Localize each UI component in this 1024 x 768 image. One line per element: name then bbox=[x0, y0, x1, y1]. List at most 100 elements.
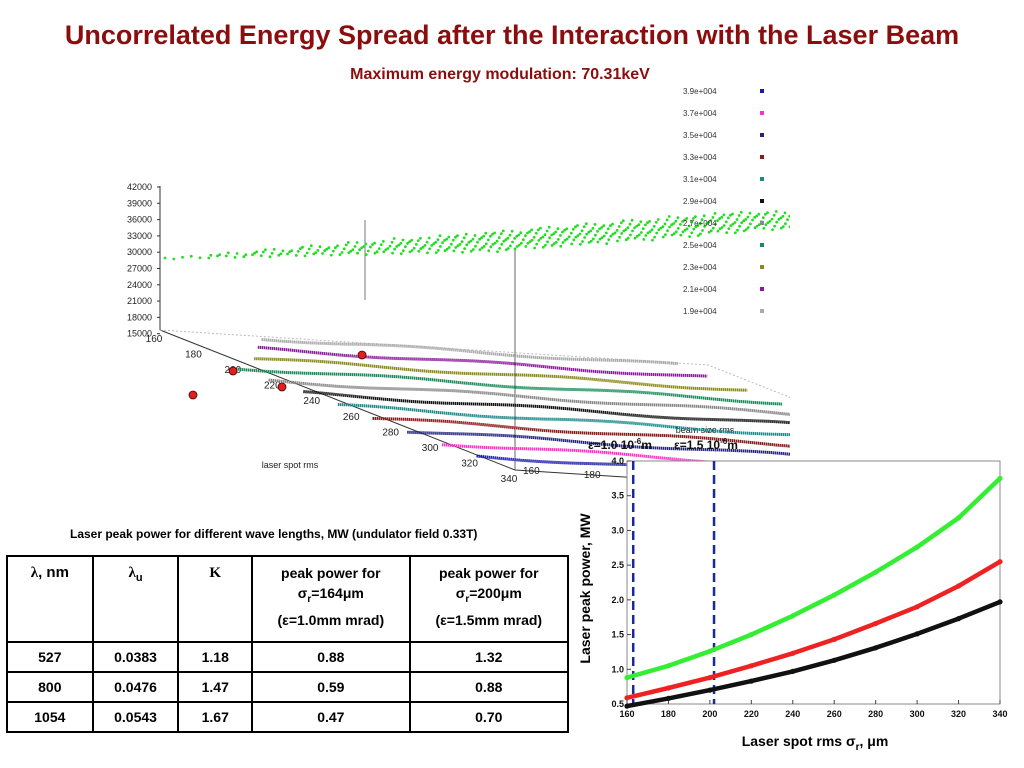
surface-point bbox=[755, 214, 759, 218]
surface-point bbox=[476, 240, 479, 244]
surface-point bbox=[486, 238, 490, 242]
series-point bbox=[665, 663, 671, 669]
surface-point bbox=[576, 234, 580, 238]
contour-line bbox=[233, 367, 783, 406]
marker-value: =1.5 10 bbox=[680, 438, 721, 452]
surface-point bbox=[576, 224, 579, 227]
page-title: Uncorrelated Energy Spread after the Int… bbox=[64, 20, 960, 50]
series-point bbox=[790, 650, 796, 656]
x-axis-title-text: Laser spot rms bbox=[742, 733, 846, 749]
surface-point bbox=[711, 226, 715, 230]
surface-point bbox=[570, 242, 574, 246]
table-header-row: λ, nm λu K peak power for σr=164μm (ε=1.… bbox=[6, 555, 570, 643]
surface-point bbox=[449, 242, 453, 246]
legend-swatch bbox=[760, 89, 764, 93]
surface-point bbox=[646, 231, 650, 235]
surface-point bbox=[404, 245, 407, 249]
surface-point bbox=[679, 223, 682, 226]
y-tick-label: 2.5 bbox=[611, 560, 624, 570]
series-point bbox=[665, 685, 671, 691]
surface-point bbox=[709, 229, 713, 233]
surface-point bbox=[602, 234, 606, 238]
z-tick-label: 18000 bbox=[127, 312, 152, 322]
surface-point bbox=[351, 248, 355, 252]
surface-point bbox=[761, 216, 765, 220]
surface-point bbox=[299, 247, 302, 251]
x-tick-label: 300 bbox=[910, 709, 925, 719]
surface-point bbox=[316, 249, 320, 252]
table-cell: 0.0383 bbox=[91, 641, 180, 673]
surface-point bbox=[423, 244, 427, 247]
series-point bbox=[665, 695, 671, 701]
surface-point bbox=[535, 242, 539, 246]
surface-point bbox=[630, 218, 634, 222]
surface-point bbox=[390, 240, 394, 244]
surface-point bbox=[788, 225, 790, 229]
surface-point bbox=[651, 238, 654, 242]
surface-point bbox=[500, 242, 504, 246]
y-tick-label: 4.0 bbox=[611, 456, 624, 466]
surface-point bbox=[547, 225, 551, 229]
surface-point bbox=[690, 231, 694, 235]
surface-point bbox=[451, 238, 455, 242]
x-tick-label: 240 bbox=[303, 396, 320, 407]
surface-point bbox=[711, 216, 715, 219]
surface-point bbox=[646, 221, 649, 225]
surface-point bbox=[491, 243, 495, 246]
surface-point bbox=[251, 253, 254, 257]
surface-point bbox=[581, 240, 584, 243]
y-tick-label: 0.5 bbox=[611, 699, 624, 709]
page-subtitle: Maximum energy modulation: 70.31keV bbox=[350, 66, 650, 83]
surface-point bbox=[480, 236, 484, 240]
x-tick-label: 260 bbox=[343, 412, 360, 423]
surface-point bbox=[696, 234, 700, 238]
x-axis-label: laser spot rms bbox=[262, 460, 319, 470]
surface-point bbox=[714, 222, 717, 226]
surface-point bbox=[572, 238, 576, 242]
surface-point bbox=[340, 251, 344, 254]
surface-point bbox=[676, 227, 680, 230]
surface-point bbox=[458, 243, 462, 246]
surface-point bbox=[303, 254, 307, 258]
surface-point bbox=[720, 226, 724, 229]
surface-point bbox=[408, 250, 412, 254]
surface-point bbox=[781, 214, 785, 218]
table-cell: 0.70 bbox=[408, 701, 570, 733]
surface-point bbox=[482, 234, 486, 238]
surface-point bbox=[515, 234, 519, 238]
surface-point bbox=[456, 244, 460, 248]
surface-point bbox=[473, 234, 477, 237]
surface-point bbox=[268, 255, 272, 259]
surface-point bbox=[585, 232, 589, 236]
series-point bbox=[831, 592, 837, 598]
surface-point bbox=[626, 236, 630, 240]
surface-point bbox=[565, 227, 569, 231]
surface-point bbox=[641, 227, 645, 231]
surface-point bbox=[731, 212, 734, 216]
surface-point bbox=[381, 240, 385, 243]
legend-label: 2.5e+004 bbox=[683, 241, 717, 250]
surface-point bbox=[504, 238, 508, 242]
x-tick-label: 280 bbox=[868, 709, 883, 719]
surface-point bbox=[659, 226, 663, 230]
surface-point bbox=[775, 220, 779, 224]
y-tick-label: 2.0 bbox=[611, 595, 624, 605]
k-symbol: K bbox=[209, 565, 222, 581]
contour-line bbox=[268, 378, 790, 416]
surface-point bbox=[774, 210, 778, 213]
y-tick-label: 180 bbox=[584, 470, 601, 481]
surface-point bbox=[733, 221, 737, 224]
surface-point bbox=[286, 252, 289, 256]
surface-point bbox=[705, 222, 709, 226]
surface-point bbox=[517, 243, 521, 247]
y-tick-label: 3.5 bbox=[611, 491, 624, 501]
legend-label: 3.3e+004 bbox=[683, 153, 717, 162]
marker-value: =1.0 10 bbox=[594, 438, 635, 452]
surface-point bbox=[681, 220, 684, 223]
surface-point bbox=[602, 224, 606, 228]
series-line bbox=[626, 559, 1002, 700]
surface-point bbox=[482, 245, 486, 248]
series-point bbox=[873, 645, 879, 651]
surface-point bbox=[412, 246, 416, 250]
legend-label: 1.9e+004 bbox=[683, 307, 717, 316]
